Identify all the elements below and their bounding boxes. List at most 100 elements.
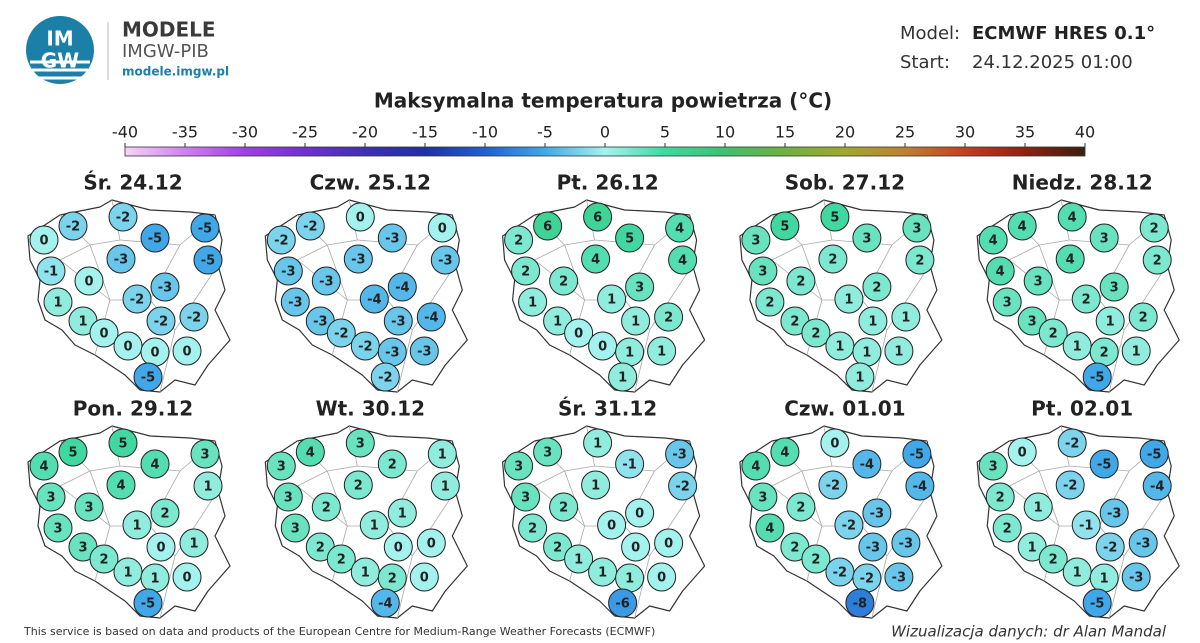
temperature-point <box>862 498 892 528</box>
temperature-point <box>597 510 627 540</box>
temperature-point <box>343 470 373 500</box>
temperature-label: 1 <box>1106 315 1115 330</box>
temperature-point <box>770 437 800 467</box>
temperature-point <box>518 287 548 317</box>
temperature-point <box>625 272 655 302</box>
colorbar-tick-label: 30 <box>955 123 975 142</box>
region-border <box>871 329 888 393</box>
temperature-point <box>146 532 176 562</box>
temperature-point <box>122 284 152 314</box>
temperature-point <box>190 213 220 243</box>
region-border <box>634 329 650 393</box>
temperature-label: 1 <box>528 296 537 311</box>
temperature-point <box>345 428 375 458</box>
temperature-label: -5 <box>201 254 215 269</box>
region-border <box>634 555 650 619</box>
temperature-point <box>150 498 180 528</box>
temperature-point <box>741 225 771 255</box>
temperature-point <box>845 588 875 618</box>
temperature-label: -5 <box>1090 371 1104 386</box>
temperature-point <box>311 266 341 296</box>
temperature-label: -2 <box>378 371 392 386</box>
temperature-point <box>311 492 341 522</box>
temperature-point <box>597 284 627 314</box>
temperature-label: 4 <box>678 254 687 269</box>
temperature-label: 1 <box>132 519 141 534</box>
temperature-label: 3 <box>862 232 871 247</box>
temperature-label: 2 <box>828 253 837 268</box>
temperature-point <box>427 213 457 243</box>
temperature-label: -3 <box>281 265 295 280</box>
day-label: Pt. 02.01 <box>1031 397 1133 421</box>
temperature-label: 3 <box>751 234 760 249</box>
temperature-label: 2 <box>514 234 523 249</box>
temperature-label: 1 <box>844 293 853 308</box>
temperature-label: -2 <box>66 220 80 235</box>
logo: IM GW <box>26 16 109 84</box>
logo-circle <box>26 16 94 84</box>
temperature-point <box>370 588 400 618</box>
temperature-label: -3 <box>899 537 913 552</box>
logo-text: IM <box>46 27 73 51</box>
temperature-point <box>1038 544 1068 574</box>
temperature-label: 4 <box>989 234 998 249</box>
temperature-label: 1 <box>1034 501 1043 516</box>
temperature-label: 3 <box>758 265 767 280</box>
temperature-label: -4 <box>1150 480 1164 495</box>
start-label: Start: <box>900 52 950 73</box>
temperature-label: 1 <box>150 572 159 587</box>
temperature-label: 0 <box>607 519 616 534</box>
temperature-label: 2 <box>528 522 537 537</box>
temperature-point <box>533 211 563 241</box>
temperature-label: 0 <box>635 507 644 522</box>
temperature-label: -3 <box>1129 571 1143 586</box>
temperature-label: 2 <box>354 479 363 494</box>
temperature-label: 1 <box>1132 345 1141 360</box>
temperature-label: 3 <box>277 460 286 475</box>
temperature-label: -2 <box>334 327 348 342</box>
temperature-label: 0 <box>631 541 640 556</box>
temperature-label: 1 <box>123 566 132 581</box>
temperature-point <box>273 482 303 512</box>
temperature-point <box>359 284 389 314</box>
temperature-label: 3 <box>356 437 365 452</box>
colorbar-tick-label: 40 <box>1075 123 1095 142</box>
temperature-point <box>891 302 921 332</box>
temperature-label: 5 <box>118 437 127 452</box>
temperature-label: -3 <box>391 315 405 330</box>
temperature-label: 5 <box>68 446 77 461</box>
temperature-point <box>741 451 771 481</box>
region-border <box>871 555 888 619</box>
temperature-point <box>786 492 816 522</box>
temperature-point <box>89 544 119 574</box>
temperature-point <box>409 562 439 592</box>
temperature-label: 2 <box>559 501 568 516</box>
temperature-point <box>564 544 594 574</box>
colorbar-tick-label: 35 <box>1015 123 1035 142</box>
temperature-point <box>295 211 325 241</box>
temperature-point <box>416 528 446 558</box>
temperature-label: 2 <box>1153 254 1162 269</box>
temperature-point <box>1055 470 1085 500</box>
temperature-point <box>106 244 136 274</box>
temperature-label: 1 <box>901 311 910 326</box>
temperature-label: 2 <box>1049 327 1058 342</box>
temperature-label: 2 <box>559 275 568 290</box>
temperature-point <box>280 287 310 317</box>
temperature-label: 2 <box>388 572 397 587</box>
temperature-point <box>884 562 914 592</box>
temperature-label: 2 <box>872 281 881 296</box>
temperature-label: 0 <box>420 571 429 586</box>
temperature-label: 0 <box>598 340 607 355</box>
logo-text: GW <box>41 49 79 73</box>
temperature-label: 2 <box>521 265 530 280</box>
temperature-point <box>518 513 548 543</box>
temperature-label: 4 <box>996 265 1005 280</box>
temperature-point <box>273 256 303 286</box>
temperature-point <box>133 362 163 392</box>
day-label: Sob. 27.12 <box>785 171 905 195</box>
temperature-point <box>36 256 66 286</box>
temperature-label: -3 <box>1107 507 1121 522</box>
